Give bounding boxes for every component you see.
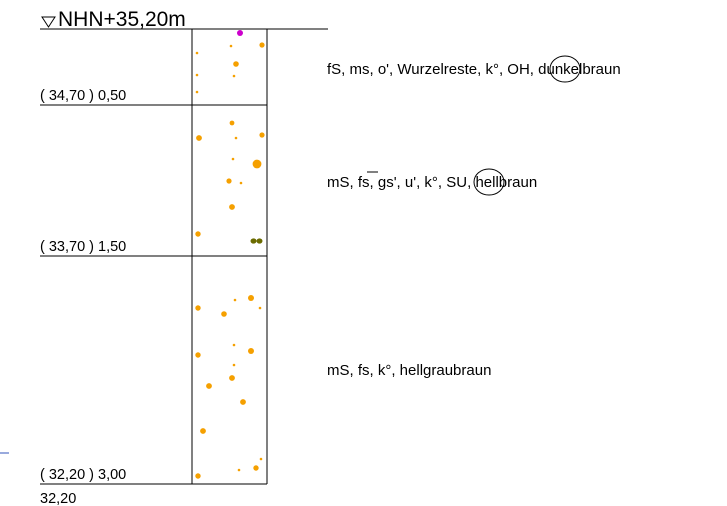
desc-2-tail: , hellbraun [467,174,537,191]
layer-3-description: mS, fs, k°, hellgraubraun [327,362,491,379]
svg-text:mS, fs, gs', u', k°, SU, hellb: mS, fs, gs', u', k°, SU, hellbraun [327,174,537,191]
sand-dot [240,399,246,405]
desc-2-text-a: mS, [327,174,358,191]
elevation-header: NHN+35,20m [40,8,328,31]
sand-dot [221,311,227,317]
topsoil-marker [237,30,243,36]
sand-dot [195,352,201,358]
sand-dot [231,157,235,161]
elevation-label: NHN+35,20m [58,8,186,31]
sand-dot [258,306,262,310]
depth-label-2: ( 33,70 ) 1,50 [40,239,126,255]
svg-text:fS, ms, o', Wurzelreste, k°, O: fS, ms, o', Wurzelreste, k°, OH, dunkelb… [327,61,621,78]
sand-dot [196,135,202,141]
desc-1-text: fS, ms, o', Wurzelreste, k°, [327,61,507,78]
sand-dot [200,428,206,434]
depth-label-3: ( 32,20 ) 3,00 [40,467,126,483]
sand-dot [229,375,235,381]
sand-dot [233,298,237,302]
sand-dot [232,343,236,347]
sand-dot [229,44,233,48]
sand-dot [195,90,199,94]
sand-dot [232,363,236,367]
depth-label-1: ( 34,70 ) 0,50 [40,88,126,104]
sand-dot [248,295,254,301]
sand-dot [239,181,243,185]
sand-dot [226,178,232,184]
triangle-down-icon [41,16,56,28]
sand-dot [195,473,201,479]
sand-dot [237,468,241,472]
desc-2-text-b: , gs', u', k°, [370,174,447,191]
group-code-circle [549,55,581,83]
layer-3-pattern [195,295,263,479]
sand-dot [206,383,212,389]
sand-dot [232,74,236,78]
layer-2-description: mS, fs, gs', u', k°, SU, hellbraun [327,168,537,196]
sand-dot [195,51,199,55]
sand-dot [252,159,262,169]
desc-2-overlined: fs [358,174,370,191]
sand-dot [195,73,199,77]
sand-dot [259,457,263,461]
desc-1-tail: , dunkelbraun [530,61,621,78]
layer-1-description: fS, ms, o', Wurzelreste, k°, OH, dunkelb… [327,55,621,83]
sand-dot [233,61,239,67]
sand-dot [229,120,235,126]
sand-dot [253,465,259,471]
layer-2-pattern [195,120,265,244]
sand-dot [259,132,265,138]
sand-dot [195,231,201,237]
sand-dot [248,348,254,354]
gravel-icon [250,238,263,244]
group-code-circle [473,168,505,196]
sand-dot [259,42,265,48]
sand-dot [229,204,235,210]
desc-3-text: mS, fs, k°, hellgraubraun [327,362,491,379]
sand-dot [234,136,238,140]
sand-dot [195,305,201,311]
desc-1-code: OH [507,61,530,78]
bottom-elevation-label: 32,20 [40,491,76,506]
desc-2-code: SU [446,174,467,191]
layer-1-pattern [195,30,265,94]
